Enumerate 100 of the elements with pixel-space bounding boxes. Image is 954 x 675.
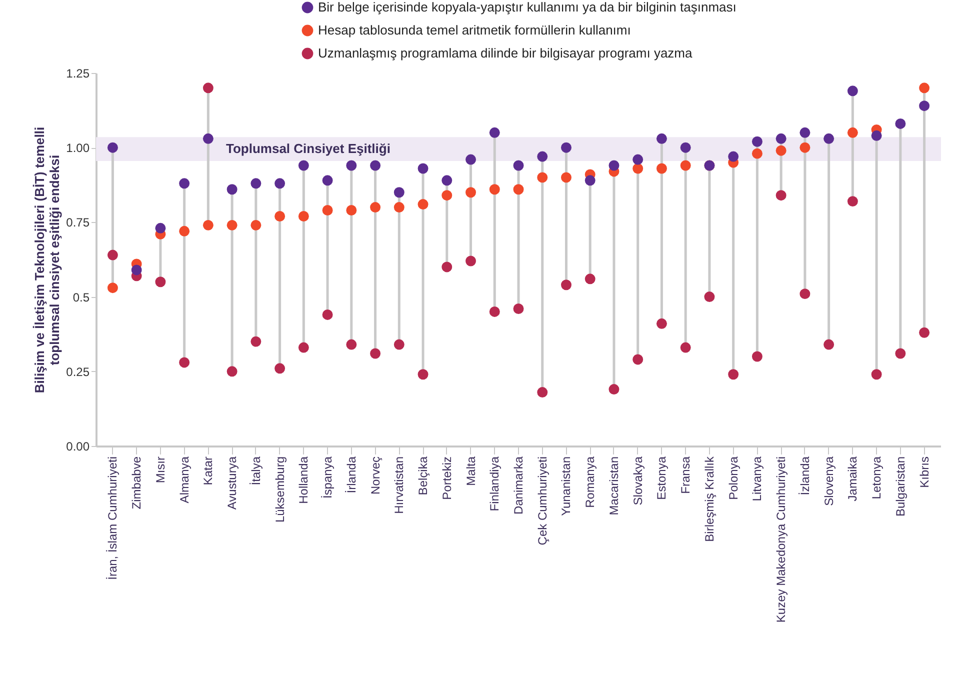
point — [250, 220, 262, 230]
point — [489, 184, 500, 195]
point — [537, 172, 548, 183]
x-tick-label: İran, İslam Cumhuriyeti — [106, 456, 120, 580]
point — [322, 175, 333, 186]
x-tick-label: İrlanda — [344, 456, 358, 494]
x-tick-label: Kıbrıs — [917, 456, 932, 488]
point — [274, 211, 286, 222]
point — [847, 196, 858, 207]
y-tick-label: 0.5 — [72, 290, 90, 304]
x-tick-label: Malta — [464, 456, 478, 486]
point — [322, 205, 333, 216]
point — [322, 309, 333, 320]
point — [179, 226, 190, 236]
x-tick-label: Çek Cumhuriyeti — [535, 456, 550, 546]
point — [298, 160, 309, 171]
x-tick-label: Birleşmiş Krallık — [702, 456, 716, 542]
x-tick-label: Almanya — [177, 456, 192, 504]
x-tick-label: Kuzey Makedonya Cumhuriyeti — [774, 456, 788, 623]
point — [728, 369, 739, 380]
x-tick-label: Belçika — [416, 456, 430, 496]
point — [489, 127, 500, 138]
x-tick-label: Bulgaristan — [893, 456, 908, 517]
point — [346, 339, 357, 350]
point — [656, 163, 667, 174]
y-tick-label: 1.00 — [66, 141, 90, 156]
point — [466, 154, 476, 165]
x-tick-label: Jamaika — [846, 456, 860, 502]
point — [537, 151, 548, 162]
point — [824, 133, 834, 144]
point — [274, 363, 286, 374]
point — [656, 133, 667, 144]
point — [776, 133, 786, 144]
point — [226, 366, 238, 377]
point — [800, 142, 810, 153]
point — [728, 151, 739, 162]
point — [442, 262, 452, 272]
x-tick-label: Letonya — [870, 456, 884, 500]
point — [250, 178, 262, 189]
point — [298, 211, 309, 222]
point — [298, 342, 309, 353]
point — [752, 351, 762, 362]
point — [680, 342, 691, 353]
x-tick-label: Hollanda — [296, 456, 311, 504]
point — [537, 387, 548, 398]
point — [394, 202, 404, 213]
point — [847, 127, 858, 138]
y-tick-label: 0.25 — [66, 364, 90, 379]
x-tick-label: Hırvatistan — [392, 456, 406, 514]
y-tick-label: 1.25 — [66, 66, 90, 80]
point — [871, 369, 882, 380]
point — [370, 348, 381, 359]
x-tick-label: Polonya — [726, 456, 740, 500]
point — [442, 175, 452, 186]
point — [202, 133, 214, 144]
band-label: Toplumsal Cinsiyet Eşitliği — [226, 141, 390, 156]
point — [179, 357, 190, 368]
x-tick-label: Macaristan — [606, 456, 621, 516]
x-tick-label: İtalya — [248, 456, 263, 486]
point — [919, 327, 930, 338]
point — [584, 175, 596, 186]
point — [274, 178, 286, 189]
point — [131, 264, 142, 276]
point — [656, 318, 667, 329]
x-tick-label: Romanya — [583, 456, 598, 508]
point — [489, 306, 500, 317]
point — [776, 145, 786, 156]
point — [632, 163, 644, 174]
point — [513, 184, 524, 195]
point — [226, 220, 238, 230]
point — [418, 199, 428, 210]
legend-label: Hesap tablosunda temel aritmetik formüllerin kullanımı — [318, 22, 631, 38]
x-tick-label: Fransa — [678, 456, 693, 494]
x-tick-label: Zimbabve — [130, 456, 144, 510]
legend-label: Bir belge içerisinde kopyala-yapıştır kullanımı ya da bir bilginin taşınması — [318, 0, 736, 14]
point — [632, 154, 644, 165]
point — [346, 205, 357, 216]
point — [560, 280, 572, 290]
point — [202, 220, 214, 230]
point — [919, 100, 930, 112]
point — [107, 250, 118, 260]
point — [394, 339, 404, 350]
point — [560, 142, 572, 153]
point — [370, 202, 381, 213]
x-tick-label: İspanya — [320, 456, 335, 499]
point — [466, 256, 476, 266]
x-tick-label: Slovenya — [822, 456, 836, 506]
point — [466, 187, 476, 198]
legend-label: Uzmanlaşmış programlama dilinde bir bilgisayar programı yazma — [318, 46, 694, 60]
point — [608, 384, 620, 395]
point — [370, 160, 381, 171]
point — [560, 172, 572, 183]
point — [847, 86, 858, 96]
x-tick-label: Katar — [201, 456, 216, 486]
x-tick-label: Finlandiya — [488, 456, 502, 512]
x-tick-label: Danimarka — [512, 456, 526, 515]
x-tick-label: Lüksemburg — [272, 456, 287, 523]
point — [418, 369, 428, 380]
point — [680, 160, 691, 171]
x-tick-label: Slovakya — [630, 456, 645, 506]
